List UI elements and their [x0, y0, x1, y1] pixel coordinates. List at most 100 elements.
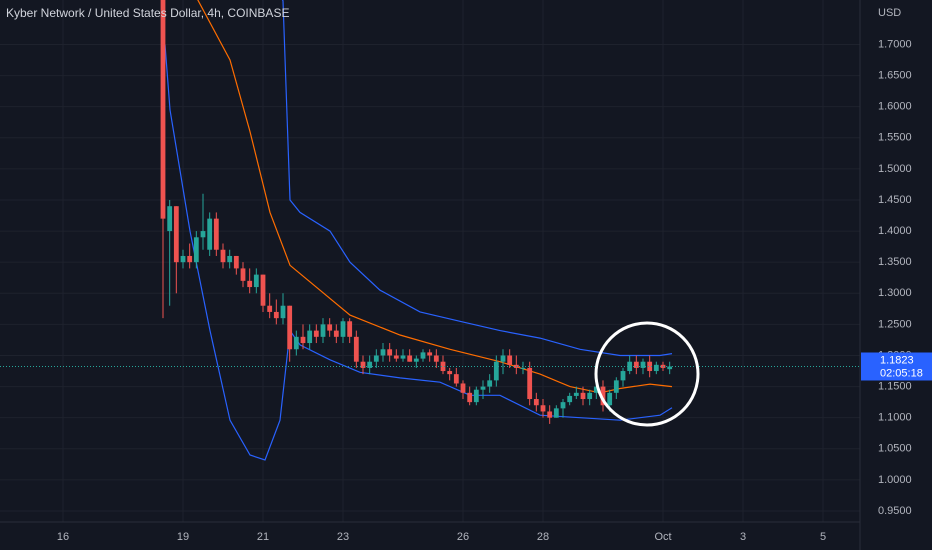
y-tick-label: 0.9500	[878, 505, 912, 517]
candle-body	[507, 355, 513, 365]
candle-body	[613, 380, 619, 393]
candle-body	[540, 405, 546, 412]
candle-body	[407, 355, 413, 362]
candle-body	[213, 218, 219, 250]
candle-body	[493, 361, 499, 381]
indicator-line	[281, 0, 673, 357]
candle-body	[453, 374, 459, 384]
last-price-box	[861, 352, 932, 381]
y-tick-label: 1.1500	[878, 380, 912, 392]
candle-body	[480, 386, 486, 390]
candle-body	[173, 206, 179, 263]
candle-body	[587, 392, 593, 400]
candle-body	[340, 321, 346, 337]
candle-body	[547, 411, 553, 418]
candle-body	[167, 206, 173, 232]
candle-body	[440, 361, 446, 372]
highlight-circle	[594, 321, 700, 427]
candle-body	[620, 371, 626, 381]
candle-body	[627, 361, 633, 372]
candle-body	[520, 367, 526, 369]
candle-body	[553, 408, 559, 418]
candle-body	[287, 305, 293, 350]
candle-body	[433, 355, 439, 362]
y-tick-label: 1.3000	[878, 287, 912, 299]
candle-body	[427, 352, 433, 356]
y-tick-label: 1.6000	[878, 101, 912, 113]
candle-body	[533, 399, 539, 406]
candle-body	[233, 255, 239, 269]
candle-body	[347, 321, 353, 337]
candle-body	[360, 361, 366, 368]
y-tick-label: 1.4500	[878, 194, 912, 206]
candle-body	[160, 0, 166, 219]
candle-body	[267, 305, 273, 312]
axes: 0.95001.00001.05001.10001.15001.20001.25…	[57, 38, 932, 543]
candle-body	[380, 349, 386, 356]
x-tick-label: 21	[257, 531, 269, 543]
plot-area	[0, 0, 860, 461]
candle-body	[593, 386, 599, 393]
chart-title: Kyber Network / United States Dollar, 4h…	[6, 6, 289, 20]
x-tick-label: 28	[537, 531, 549, 543]
candle-body	[447, 371, 453, 375]
candle-body	[600, 386, 606, 406]
y-tick-label: 1.0500	[878, 443, 912, 455]
candle-body	[420, 352, 426, 359]
y-tick-label: 1.4000	[878, 225, 912, 237]
candle-body	[193, 237, 199, 263]
candle-body	[187, 255, 193, 263]
candle-body	[387, 349, 393, 356]
candle-body	[207, 218, 213, 250]
candle-body	[467, 392, 473, 403]
candle-body	[567, 395, 573, 403]
x-tick-label: 19	[177, 531, 189, 543]
candle-body	[227, 255, 233, 263]
candle-body	[260, 274, 266, 306]
candle-body	[487, 380, 493, 387]
candle-body	[313, 330, 319, 337]
candle-body	[333, 330, 339, 337]
candle-body	[293, 336, 299, 350]
candle-body	[473, 389, 479, 403]
candle-body	[413, 358, 419, 362]
candle-body	[300, 336, 306, 344]
candle-body	[647, 361, 653, 372]
candle-body	[247, 280, 253, 288]
candle-body	[200, 231, 206, 238]
candle-body	[653, 364, 659, 372]
y-tick-label: 1.7000	[878, 38, 912, 50]
candle-body	[460, 383, 466, 393]
x-tick-label: 26	[457, 531, 469, 543]
x-tick-label: 16	[57, 531, 69, 543]
y-tick-label: 1.3500	[878, 256, 912, 268]
x-tick-label: Oct	[654, 531, 671, 543]
currency-label: USD	[878, 7, 901, 19]
candle-body	[367, 361, 373, 368]
y-tick-label: 1.6500	[878, 69, 912, 81]
candle-body	[573, 392, 579, 396]
candle-body	[327, 324, 333, 331]
candle-body	[220, 249, 226, 263]
candle-body	[607, 392, 613, 406]
candle-body	[307, 330, 313, 344]
candle-body	[527, 367, 533, 400]
candle-body	[320, 324, 326, 337]
candle-body	[273, 311, 279, 319]
candle-body	[580, 392, 586, 400]
candle-body	[667, 366, 673, 370]
x-tick-label: 3	[740, 531, 746, 543]
candle-body	[640, 361, 646, 368]
candle-body	[373, 355, 379, 362]
indicator-line	[164, 44, 673, 461]
candle-body	[393, 355, 399, 359]
candle-body	[240, 268, 246, 281]
candle-body	[280, 305, 286, 319]
candle-body	[560, 402, 566, 409]
y-tick-label: 1.5500	[878, 132, 912, 144]
candle-body	[400, 355, 406, 359]
candle-body	[253, 274, 259, 288]
